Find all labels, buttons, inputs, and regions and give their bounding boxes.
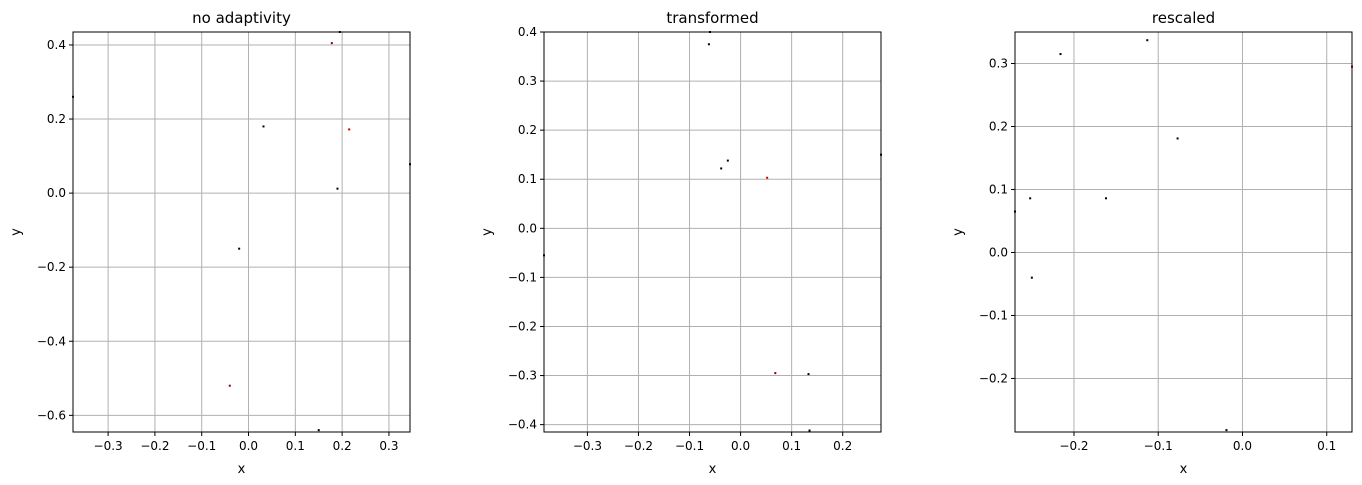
data-point xyxy=(336,187,339,190)
data-point xyxy=(262,125,265,128)
y-tick-label: −0.2 xyxy=(508,319,537,333)
data-point xyxy=(317,429,320,432)
x-tick-label: 0.2 xyxy=(833,439,852,453)
chart-title: rescaled xyxy=(1152,9,1215,27)
x-tick-label: −0.2 xyxy=(624,439,653,453)
data-point xyxy=(726,159,729,162)
y-tick-label: −0.4 xyxy=(508,418,537,432)
data-point xyxy=(720,167,723,170)
data-point xyxy=(1225,429,1228,432)
x-axis-label: x xyxy=(709,462,717,477)
y-tick-label: 0.3 xyxy=(989,56,1008,70)
y-tick-label: 0.4 xyxy=(518,25,537,39)
subplot-1: −0.3 −0.2 −0.1 0.0 0.1 0.2 0.3 −0.6 −0.4 −0.2 0.0 0… xyxy=(9,9,411,477)
x-tick-label: −0.1 xyxy=(187,439,216,453)
data-point xyxy=(774,372,777,375)
x-tick-label: −0.1 xyxy=(1144,439,1173,453)
x-tick-label: 0.0 xyxy=(239,439,258,453)
data-point xyxy=(228,384,231,387)
data-point xyxy=(1029,197,1032,200)
y-tick-label: 0.2 xyxy=(47,112,66,126)
y-tick-label: −0.4 xyxy=(37,334,66,348)
y-axis-label: y xyxy=(480,228,495,236)
axes-frame xyxy=(72,31,411,433)
x-axis-label: x xyxy=(1180,462,1188,477)
data-point xyxy=(330,42,333,45)
x-tick-label: 0.1 xyxy=(286,439,305,453)
data-point xyxy=(807,373,810,376)
y-tick-label: 0.1 xyxy=(989,182,1008,196)
x-tick-label: −0.2 xyxy=(140,439,169,453)
x-axis-label: x xyxy=(238,462,246,477)
y-tick-label: 0.0 xyxy=(518,221,537,235)
data-point xyxy=(238,247,241,250)
x-tick-label: −0.3 xyxy=(94,439,123,453)
axes-frame xyxy=(543,31,882,433)
data-point xyxy=(766,176,769,179)
data-point xyxy=(1059,53,1062,56)
x-tick-label: −0.2 xyxy=(1059,439,1088,453)
x-tick-label: 0.2 xyxy=(333,439,352,453)
y-tick-label: −0.3 xyxy=(508,369,537,383)
y-tick-label: 0.0 xyxy=(989,245,1008,259)
y-tick-label: −0.2 xyxy=(979,371,1008,385)
y-axis-label: y xyxy=(951,228,966,236)
chart-title: no adaptivity xyxy=(192,9,291,27)
y-axis-label: y xyxy=(9,228,24,236)
y-tick-label: 0.0 xyxy=(47,186,66,200)
chart-title: transformed xyxy=(666,9,758,27)
y-tick-label: 0.2 xyxy=(518,123,537,137)
data-point xyxy=(808,429,811,432)
y-tick-label: 0.4 xyxy=(47,38,66,52)
x-tick-label: 0.1 xyxy=(1317,439,1336,453)
y-tick-label: −0.1 xyxy=(979,308,1008,322)
data-point xyxy=(348,128,351,131)
x-tick-label: 0.0 xyxy=(731,439,750,453)
subplot-2: −0.3 −0.2 −0.1 0.0 0.1 0.2 −0.4 −0.3 −0.2 −0.1 0.0… xyxy=(480,9,882,477)
x-tick-label: −0.3 xyxy=(573,439,602,453)
y-tick-label: 0.2 xyxy=(989,119,1008,133)
y-tick-label: −0.1 xyxy=(508,270,537,284)
y-tick-label: 0.1 xyxy=(518,172,537,186)
axes-frame xyxy=(1014,31,1353,433)
y-tick-label: 0.3 xyxy=(518,74,537,88)
x-tick-label: 0.0 xyxy=(1233,439,1252,453)
data-point xyxy=(1176,137,1179,140)
x-tick-label: 0.3 xyxy=(379,439,398,453)
data-point xyxy=(707,43,710,46)
x-tick-label: −0.1 xyxy=(675,439,704,453)
y-tick-label: −0.6 xyxy=(37,408,66,422)
data-point xyxy=(1104,197,1107,200)
data-point xyxy=(1146,39,1149,42)
x-tick-label: 0.1 xyxy=(782,439,801,453)
subplot-3: −0.2 −0.1 0.0 0.1 −0.2 −0.1 0.0 0.1 0.2 0.3 rescal… xyxy=(951,9,1353,477)
data-point xyxy=(1030,276,1033,279)
y-tick-label: −0.2 xyxy=(37,260,66,274)
